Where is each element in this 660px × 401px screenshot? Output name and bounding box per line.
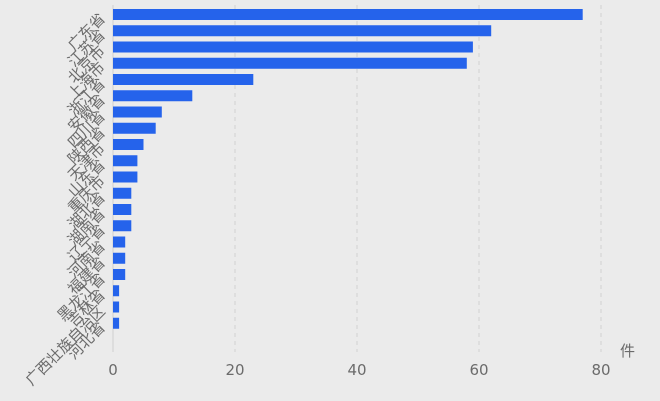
bar [113,139,144,150]
bar [113,301,120,313]
bar [113,155,138,167]
bar [113,252,126,264]
bar [113,220,132,232]
bar [113,74,254,85]
bar [113,106,162,118]
x-axis-unit: 件 [620,342,635,360]
bar [113,236,126,248]
bars [113,9,583,329]
x-tick-label: 80 [591,361,610,379]
bar [113,269,126,280]
bar [113,285,120,297]
x-tick-label: 20 [225,361,244,379]
bar [113,171,138,183]
grid-lines [234,5,602,352]
x-tick-label: 0 [108,361,118,379]
x-tick-labels: 0 20 40 60 80 [108,361,610,379]
bar [113,57,467,69]
x-tick-label: 60 [469,361,488,379]
category-labels: 广东省江苏省北京市上海市浙江省安徽省四川省陕西省天津市山东省重庆市湖北省湖南省辽… [22,10,109,389]
bar [113,41,473,53]
bar [113,204,132,215]
bar [113,9,583,20]
bar [113,25,492,37]
bar [113,122,156,134]
bar [113,317,120,329]
bar [113,187,132,199]
x-tick-label: 40 [347,361,366,379]
bar [113,90,193,102]
